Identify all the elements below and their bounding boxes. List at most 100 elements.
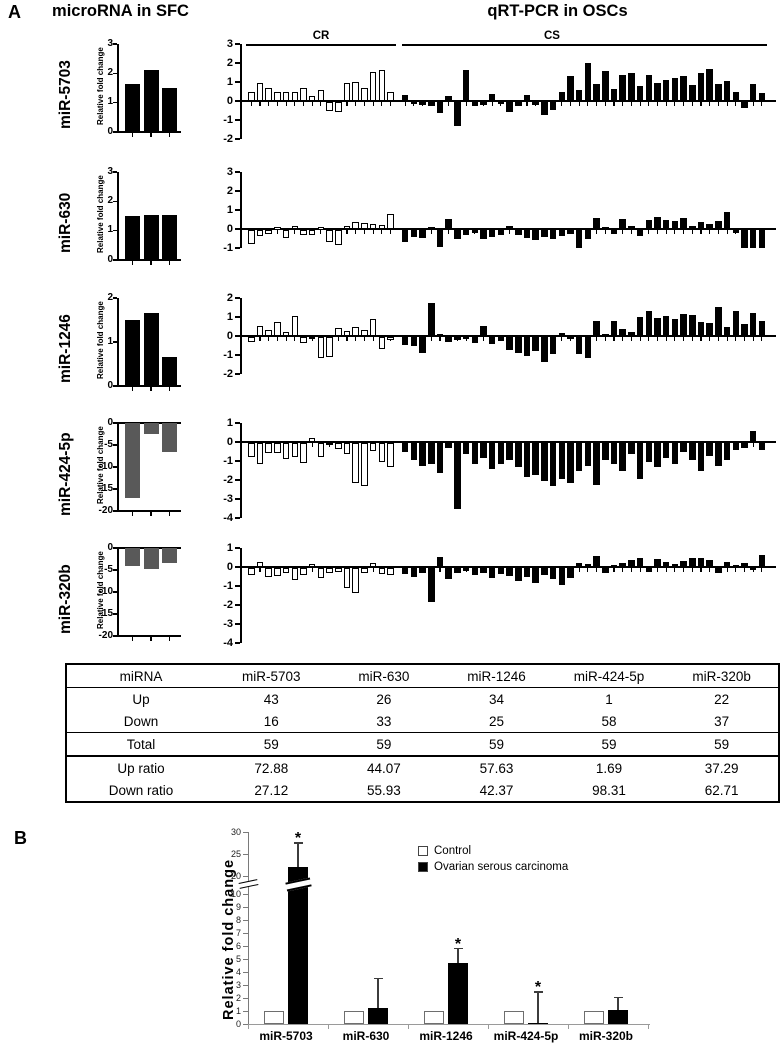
table-cell: 59 — [552, 732, 666, 757]
bar-cs-sample — [723, 562, 731, 567]
y-tick — [235, 316, 240, 318]
bar-cr-sample — [326, 442, 333, 446]
bar-cs-sample — [654, 559, 661, 567]
error-bar-cap — [453, 947, 463, 950]
sample-tick — [355, 230, 357, 234]
bar-cs-sample — [428, 442, 435, 464]
bar-cs-sample — [454, 101, 461, 127]
bar-cs-sample — [401, 95, 409, 101]
zero-line — [240, 566, 776, 568]
sample-tick — [381, 102, 383, 106]
x-tick — [168, 512, 171, 516]
y-tick — [243, 919, 248, 921]
bar-cs-sample — [523, 229, 531, 239]
sample-tick — [250, 102, 252, 106]
bar — [162, 214, 177, 260]
bar-cs-sample — [523, 567, 531, 578]
bar — [162, 423, 177, 452]
x-axis-bottom — [117, 510, 181, 512]
y-tick — [113, 131, 117, 133]
x-category-label: miR-630 — [342, 1029, 390, 1043]
table-cell: 98.31 — [592, 782, 626, 798]
bar-cr-sample — [326, 567, 333, 574]
cr-group-line — [246, 44, 396, 46]
y-tick-label: -4 — [223, 512, 233, 524]
y-tick — [235, 209, 240, 211]
y-tick-label: -2 — [223, 368, 233, 380]
table-cell: 34 — [488, 691, 504, 707]
bar-cs-sample — [584, 564, 592, 567]
bar-cs-sample — [662, 442, 670, 458]
sample-tick — [320, 102, 322, 106]
sample-tick — [683, 337, 685, 341]
y-axis — [117, 298, 119, 386]
sample-tick — [700, 568, 702, 572]
sample-tick — [604, 337, 606, 341]
x-tick — [168, 261, 171, 265]
bar-cs-sample — [689, 226, 696, 229]
y-tick — [113, 488, 117, 490]
bar-cs-sample — [584, 336, 592, 358]
bar-cr-sample — [291, 442, 298, 458]
y-tick-label: 1 — [107, 335, 113, 347]
bar-cs-sample — [645, 75, 652, 101]
x-tick — [248, 1025, 249, 1029]
bar-cr-sample — [343, 226, 351, 229]
bar-cs-sample — [401, 442, 409, 453]
bar-control — [584, 1011, 604, 1024]
bar-cr-sample — [291, 316, 298, 336]
bar-cs-sample — [567, 567, 574, 579]
bar-carcinoma — [528, 1022, 548, 1024]
y-tick-label: -5 — [104, 563, 113, 575]
sample-tick — [717, 337, 719, 341]
bar-cs-sample — [436, 442, 444, 474]
y-tick-label: 0 — [107, 379, 113, 391]
bar-cs-sample — [636, 442, 644, 479]
sample-tick — [639, 568, 641, 572]
sample-tick — [752, 337, 754, 341]
bar-cs-sample — [506, 226, 513, 229]
bar-cr-sample — [317, 442, 325, 458]
sample-tick — [709, 230, 711, 234]
y-tick-label: 30 — [230, 826, 241, 837]
bar-cs-sample — [584, 229, 592, 240]
sample-tick — [294, 102, 296, 106]
y-tick — [113, 422, 117, 424]
table-cell: 55.93 — [367, 782, 401, 798]
bar-cr-sample — [317, 336, 325, 358]
bar-cs-sample — [488, 442, 496, 470]
sample-tick — [482, 337, 485, 341]
table-row-label: Total — [66, 732, 216, 757]
bar-cs-sample — [549, 442, 557, 487]
bar-cr-sample — [256, 82, 264, 101]
bar-cr-sample — [248, 567, 255, 576]
x-axis — [117, 131, 181, 133]
x-tick — [150, 637, 152, 641]
sample-tick — [656, 102, 659, 106]
x-tick — [131, 133, 134, 137]
sample-tick — [613, 337, 615, 341]
error-bar — [457, 948, 459, 963]
table-row: Down 16 33 25 58 37 — [66, 710, 779, 733]
bar — [143, 70, 159, 132]
sample-tick — [691, 568, 693, 572]
bar-cs-sample — [715, 221, 722, 229]
y-tick-label: -2 — [223, 474, 233, 486]
y-tick — [235, 517, 240, 519]
bar-cs-sample — [471, 101, 478, 106]
bar-cr-sample — [282, 92, 290, 101]
bar-cs-sample — [436, 556, 444, 567]
bar-cs-sample — [480, 101, 487, 105]
y-tick-label: 6 — [235, 940, 241, 951]
x-tick — [150, 133, 152, 137]
sample-tick — [700, 337, 702, 341]
error-bar — [617, 997, 619, 1011]
y-tick-label: -15 — [98, 482, 113, 494]
bar-cr-sample — [308, 564, 316, 567]
sample-tick — [648, 337, 650, 341]
bar-cr-sample — [361, 330, 368, 336]
sample-tick — [761, 568, 763, 572]
y-tick — [113, 510, 117, 512]
sample-tick — [439, 568, 441, 572]
bar-cs-sample — [593, 217, 600, 229]
